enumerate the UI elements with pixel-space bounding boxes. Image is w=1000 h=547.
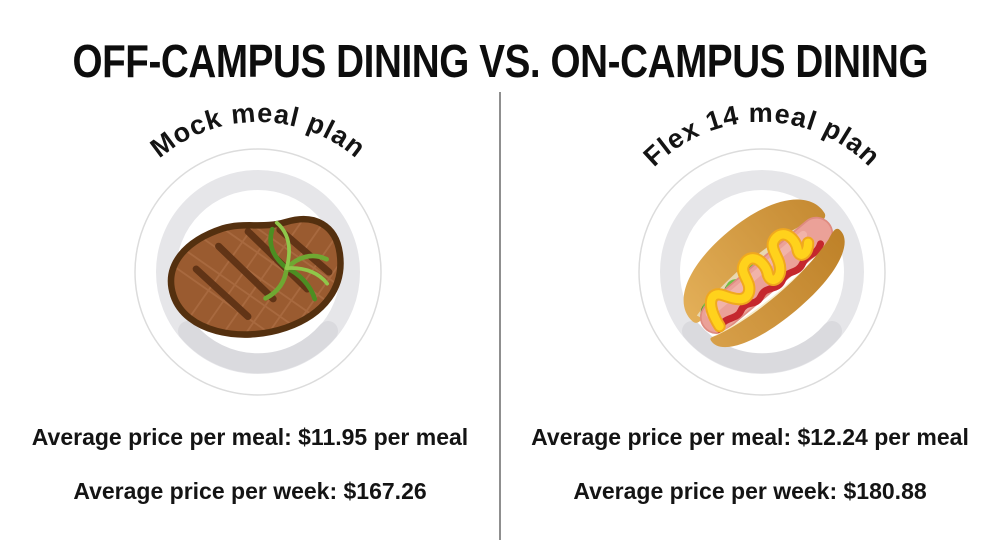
on-campus-price-per-meal: Average price per meal: $12.24 per meal (531, 424, 969, 450)
garnish-icon (263, 220, 330, 302)
bun-bottom (710, 228, 845, 348)
off-campus-price-per-meal: Average price per meal: $11.95 per meal (31, 424, 469, 450)
off-campus-illustration: Mock meal plan (128, 98, 407, 396)
steak-icon (128, 189, 407, 362)
on-campus-illustration: Flex 14 meal plan (638, 98, 886, 396)
ketchup (716, 240, 825, 334)
hot-dog-icon (683, 199, 845, 348)
off-campus-price-per-week: Average price per week: $167.26 (73, 478, 427, 504)
page-title: OFF-CAMPUS DINING VS. ON-CAMPUS DINING (0, 34, 1000, 89)
on-campus-price-per-week: Average price per week: $180.88 (573, 478, 927, 504)
page-title-text: OFF-CAMPUS DINING VS. ON-CAMPUS DINING (72, 35, 928, 87)
mustard (704, 228, 815, 333)
divider-line (499, 92, 501, 540)
